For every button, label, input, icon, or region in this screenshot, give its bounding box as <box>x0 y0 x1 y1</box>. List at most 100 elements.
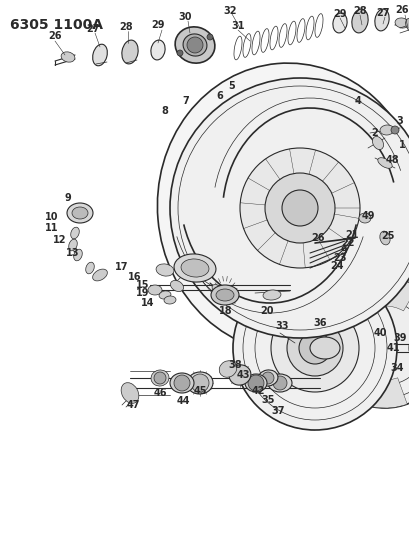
Ellipse shape <box>69 239 77 251</box>
Text: 40: 40 <box>372 328 386 338</box>
Text: 10: 10 <box>45 212 58 222</box>
Ellipse shape <box>267 374 291 392</box>
Circle shape <box>247 375 263 391</box>
Ellipse shape <box>170 280 183 292</box>
Ellipse shape <box>371 136 383 150</box>
Text: 30: 30 <box>178 12 191 22</box>
Circle shape <box>319 278 409 408</box>
Ellipse shape <box>211 285 238 305</box>
Text: 11: 11 <box>45 223 58 233</box>
Ellipse shape <box>181 259 209 277</box>
Circle shape <box>270 304 358 392</box>
Ellipse shape <box>245 374 266 392</box>
Ellipse shape <box>156 264 173 276</box>
Text: 29: 29 <box>151 20 164 30</box>
Text: 26: 26 <box>394 5 408 15</box>
Text: 19: 19 <box>136 288 149 298</box>
Text: 24: 24 <box>329 261 343 271</box>
Text: 36: 36 <box>312 318 326 328</box>
Text: 35: 35 <box>261 395 274 405</box>
Text: 2: 2 <box>371 128 378 138</box>
Ellipse shape <box>74 249 82 261</box>
Ellipse shape <box>121 40 138 64</box>
Text: 12: 12 <box>53 235 67 245</box>
Ellipse shape <box>70 227 79 239</box>
Text: 45: 45 <box>193 386 206 396</box>
Ellipse shape <box>332 13 346 33</box>
Circle shape <box>173 375 189 391</box>
Ellipse shape <box>72 207 88 219</box>
Circle shape <box>281 190 317 226</box>
Text: 16: 16 <box>128 272 142 282</box>
Circle shape <box>207 34 213 40</box>
Ellipse shape <box>121 383 139 403</box>
Text: 18: 18 <box>219 306 232 316</box>
Circle shape <box>232 266 396 430</box>
Text: 8: 8 <box>161 106 168 116</box>
Circle shape <box>390 126 398 134</box>
Text: 27: 27 <box>375 8 389 18</box>
Ellipse shape <box>379 125 393 135</box>
Text: 25: 25 <box>380 231 394 241</box>
Text: 32: 32 <box>223 6 236 16</box>
Ellipse shape <box>92 44 107 66</box>
Circle shape <box>298 332 330 364</box>
Text: 7: 7 <box>182 96 189 106</box>
Ellipse shape <box>211 285 223 295</box>
Text: 46: 46 <box>153 388 166 398</box>
Circle shape <box>239 148 359 268</box>
Text: 27: 27 <box>86 24 99 34</box>
Circle shape <box>342 301 409 385</box>
Circle shape <box>264 173 334 243</box>
Text: 49: 49 <box>360 211 374 221</box>
Text: 14: 14 <box>141 298 154 308</box>
Ellipse shape <box>148 285 162 295</box>
Ellipse shape <box>229 365 250 385</box>
Text: 3: 3 <box>396 116 402 126</box>
Text: 1: 1 <box>398 140 405 150</box>
Text: 34: 34 <box>389 363 403 373</box>
Text: 9: 9 <box>65 193 71 203</box>
Ellipse shape <box>175 27 214 63</box>
Circle shape <box>177 50 182 56</box>
Text: 15: 15 <box>136 280 149 290</box>
Text: 13: 13 <box>66 248 80 258</box>
Ellipse shape <box>257 370 277 386</box>
Ellipse shape <box>151 370 169 386</box>
Text: 20: 20 <box>260 306 273 316</box>
Text: 43: 43 <box>236 370 249 380</box>
Ellipse shape <box>85 262 94 274</box>
Ellipse shape <box>216 289 234 301</box>
Ellipse shape <box>182 34 207 56</box>
Ellipse shape <box>263 290 280 300</box>
Text: 23: 23 <box>333 253 346 263</box>
Ellipse shape <box>157 63 409 353</box>
Circle shape <box>261 372 273 384</box>
Ellipse shape <box>61 52 75 62</box>
Text: 31: 31 <box>231 21 244 31</box>
Ellipse shape <box>170 373 193 393</box>
Circle shape <box>154 372 166 384</box>
Ellipse shape <box>164 296 175 304</box>
Wedge shape <box>232 266 314 430</box>
Ellipse shape <box>309 337 339 359</box>
Text: 48: 48 <box>384 155 398 165</box>
Text: 28: 28 <box>352 6 366 16</box>
Ellipse shape <box>187 372 212 394</box>
Wedge shape <box>319 278 409 408</box>
Ellipse shape <box>351 9 367 33</box>
Ellipse shape <box>159 291 171 299</box>
Text: 22: 22 <box>340 238 354 248</box>
Text: 42: 42 <box>251 386 264 396</box>
Ellipse shape <box>394 18 408 28</box>
Circle shape <box>187 37 202 53</box>
Text: 28: 28 <box>119 22 133 32</box>
Text: 21: 21 <box>344 230 358 240</box>
Circle shape <box>170 78 409 338</box>
Text: 29: 29 <box>333 9 346 19</box>
Ellipse shape <box>405 18 409 34</box>
Text: 17: 17 <box>115 262 128 272</box>
Ellipse shape <box>379 231 389 245</box>
Text: 26: 26 <box>310 233 324 243</box>
Ellipse shape <box>374 9 388 31</box>
